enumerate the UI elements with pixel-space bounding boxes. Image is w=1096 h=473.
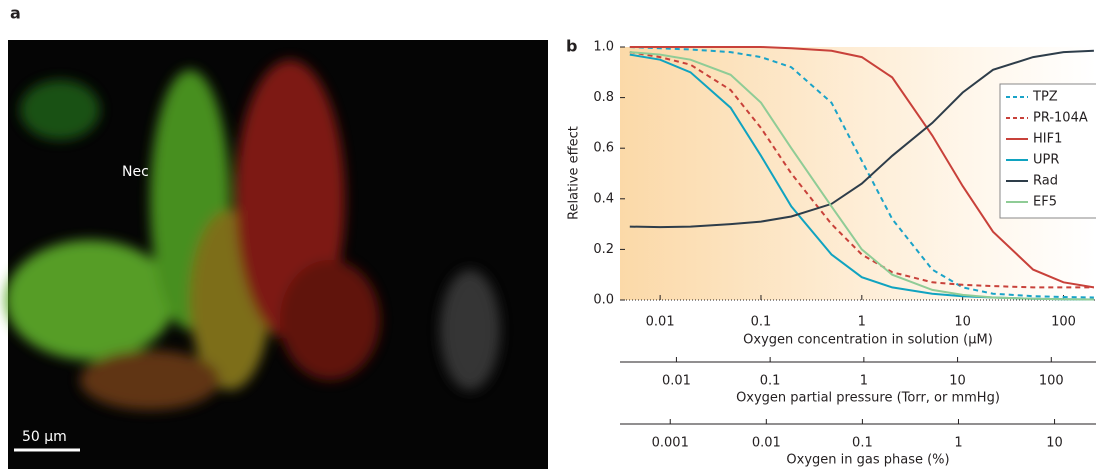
x-tick-label: 0.1: [760, 374, 781, 389]
x-tick-label: 10: [1046, 436, 1063, 451]
scale-bar-label: 50 μm: [22, 429, 67, 445]
x-tick-label: 0.01: [752, 436, 781, 451]
series-line: [629, 49, 1094, 229]
legend-label: UPR: [1033, 153, 1059, 168]
y-tick-label: 0.0: [593, 293, 614, 308]
x-tick-label: 1: [860, 374, 868, 389]
series-line: [629, 46, 1094, 299]
annotation: Nec: [122, 164, 149, 180]
y-axis-title: Relative effect: [567, 126, 582, 220]
panel-label: a: [10, 4, 21, 23]
micrograph: [5, 40, 548, 469]
y-tick-label: 1.0: [593, 40, 614, 55]
x-tick-label: 0.01: [646, 315, 675, 330]
legend-label: EF5: [1033, 195, 1057, 210]
x-tick-label: 0.1: [852, 436, 873, 451]
legend-label: PR-104A: [1033, 111, 1088, 126]
x-tick-label: 0.001: [652, 436, 689, 451]
x-tick-label: 10: [954, 315, 971, 330]
x-tick-label: 1: [858, 315, 866, 330]
y-tick-label: 0.2: [593, 242, 614, 257]
x-tick-label: 0.1: [751, 315, 772, 330]
legend-label: HIF1: [1033, 132, 1062, 147]
panel-label: b: [566, 37, 577, 56]
y-tick-label: 0.4: [593, 191, 614, 206]
x-tick-label: 10: [949, 374, 966, 389]
series-line: [629, 46, 1095, 289]
legend-label: TPZ: [1032, 90, 1058, 105]
legend-label: Rad: [1033, 174, 1058, 189]
x-axis-title: Oxygen partial pressure (Torr, or mmHg): [736, 391, 1000, 406]
x-tick-label: 100: [1039, 374, 1064, 389]
x-axis-title: Oxygen in gas phase (%): [786, 453, 949, 468]
x-tick-label: 1: [954, 436, 962, 451]
x-axis-title: Oxygen concentration in solution (μM): [743, 333, 993, 348]
y-tick-label: 0.8: [593, 90, 614, 105]
y-tick-label: 0.6: [593, 141, 614, 156]
x-tick-label: 0.01: [662, 374, 691, 389]
series-line: [629, 51, 1094, 301]
legend-box: [999, 83, 1096, 219]
x-tick-label: 100: [1051, 315, 1076, 330]
